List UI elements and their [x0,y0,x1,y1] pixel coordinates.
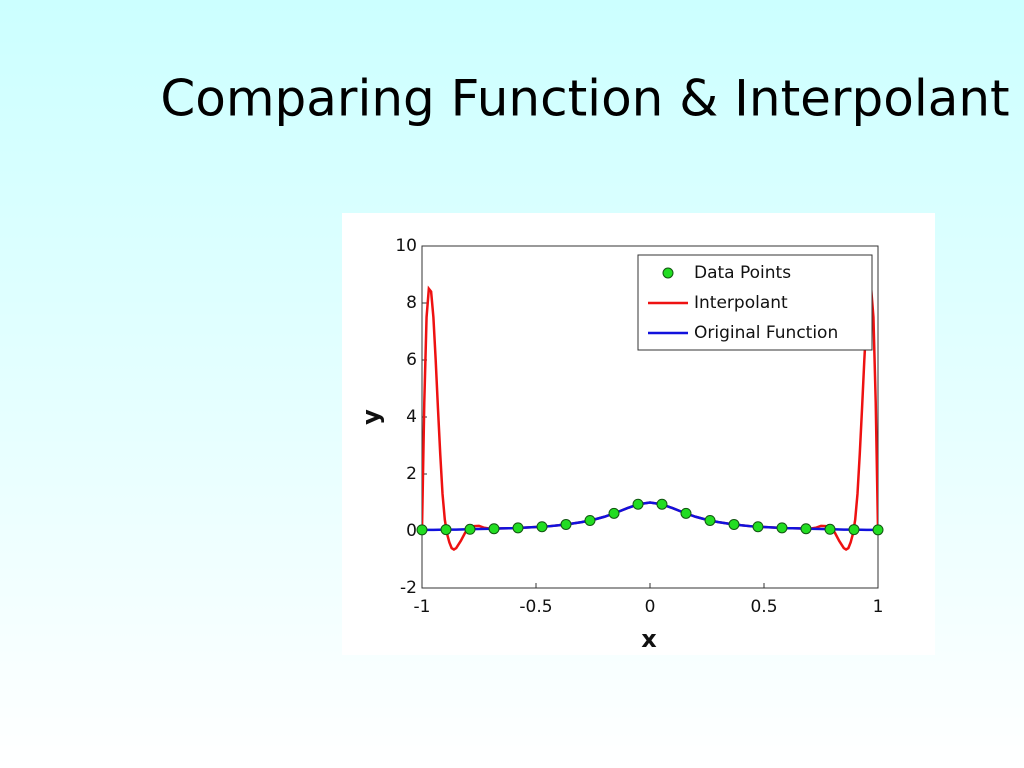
x-axis-label: x [641,625,657,653]
data-point [512,522,524,534]
y-tick-label: 8 [406,293,417,313]
y-tick-label: 4 [406,407,417,427]
slide-title: Comparing Function & Interpolant [160,70,1009,128]
data-point [728,518,740,530]
data-point [704,514,716,526]
legend-label: Data Points [694,263,791,283]
data-point [488,523,500,535]
y-tick-label: 6 [406,350,417,370]
data-point [776,522,788,534]
data-point [752,521,764,533]
x-tick-label: -0.5 [519,597,552,617]
data-point [584,514,596,526]
y-tick-label: -2 [400,578,417,598]
data-point [416,524,428,536]
y-tick-label: 0 [406,521,417,541]
data-point [848,524,860,536]
y-tick-label: 2 [406,464,417,484]
data-point [608,507,620,519]
data-point [824,523,836,535]
data-point [440,524,452,536]
data-point [680,507,692,519]
y-tick-label: 10 [395,236,417,256]
data-point [560,518,572,530]
data-point [872,524,884,536]
data-point [800,523,812,535]
y-axis-label: y [357,409,385,425]
x-tick-label: 0.5 [750,597,777,617]
legend-label: Interpolant [694,293,788,313]
data-point [632,498,644,510]
data-point [656,498,668,510]
legend-label: Original Function [694,323,838,343]
data-point [536,521,548,533]
x-tick-label: 1 [873,597,884,617]
legend-marker [662,267,674,279]
data-point [464,523,476,535]
x-tick-label: -1 [414,597,431,617]
x-tick-label: 0 [645,597,656,617]
